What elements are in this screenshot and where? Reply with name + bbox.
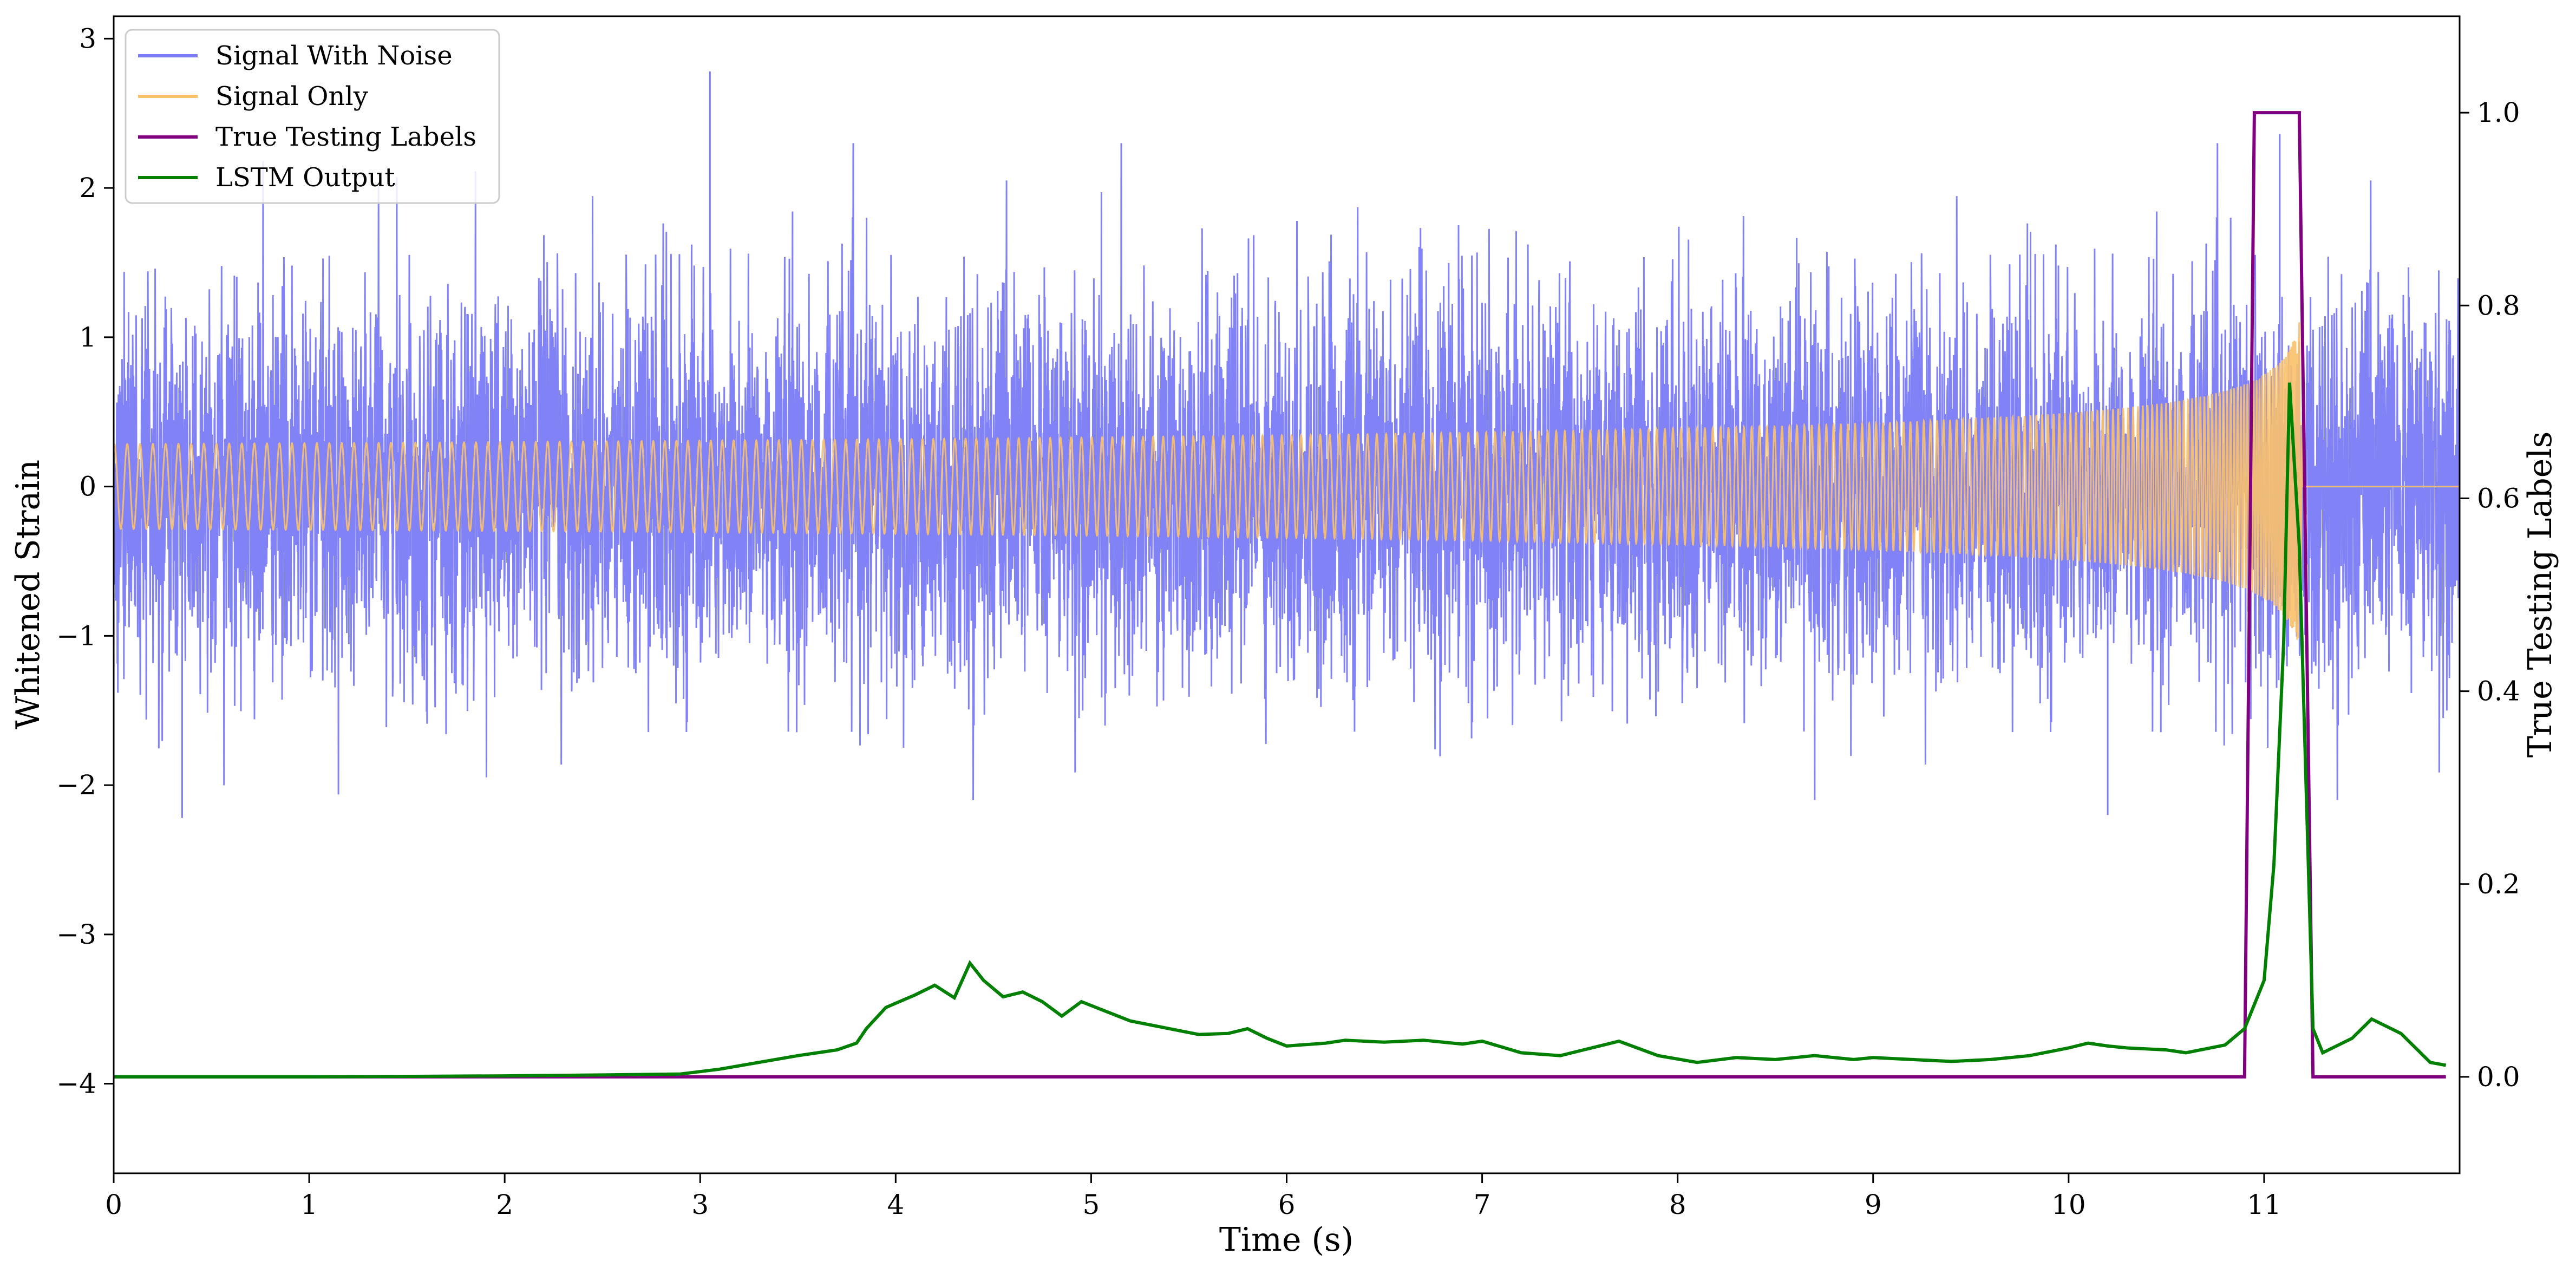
- legend-label: LSTM Output: [215, 162, 395, 193]
- y-right-tick-label: 0.4: [2477, 676, 2520, 707]
- y-left-tick-label: −2: [56, 769, 96, 801]
- y-axis-left: −4 −3 −2 −1 0 1 2 3: [56, 23, 114, 1100]
- y-axis-right-label: True Testing Labels: [2521, 432, 2559, 758]
- plot-series: [114, 71, 2460, 1079]
- legend-label: Signal Only: [215, 81, 368, 112]
- y-left-tick-label: 2: [79, 172, 96, 204]
- series-signal-only: [114, 322, 2460, 640]
- x-tick-label: 9: [1865, 1189, 1882, 1220]
- x-tick-label: 7: [1474, 1189, 1491, 1220]
- x-tick-label: 8: [1669, 1189, 1686, 1220]
- x-tick-label: 5: [1083, 1189, 1100, 1220]
- x-tick-label: 2: [496, 1189, 513, 1220]
- y-left-tick-label: −4: [56, 1068, 96, 1100]
- y-right-tick-label: 0.2: [2477, 868, 2520, 900]
- x-axis-label: Time (s): [1219, 1221, 1354, 1259]
- x-tick-label: 6: [1278, 1189, 1296, 1220]
- x-tick-label: 1: [300, 1189, 318, 1220]
- x-tick-label: 3: [691, 1189, 709, 1220]
- legend-label: Signal With Noise: [215, 41, 453, 71]
- y-right-tick-label: 0.8: [2477, 290, 2520, 321]
- legend-box: [125, 29, 500, 204]
- x-tick-label: 11: [2247, 1189, 2281, 1220]
- y-right-tick-label: 0.0: [2477, 1061, 2520, 1093]
- y-left-tick-label: −3: [56, 919, 96, 950]
- y-left-tick-label: −1: [56, 620, 96, 651]
- legend: Signal With Noise Signal Only True Testing…: [125, 29, 500, 204]
- y-axis-left-label: Whitened Strain: [9, 460, 47, 729]
- x-tick-label: 4: [887, 1189, 904, 1220]
- y-axis-right: 0.0 0.2 0.4 0.6 0.8 1.0: [2460, 97, 2520, 1093]
- legend-label: True Testing Labels: [215, 122, 476, 152]
- series-lstm-output: [114, 382, 2447, 1079]
- y-left-tick-label: 0: [79, 471, 96, 502]
- y-left-tick-label: 3: [79, 23, 96, 54]
- series-true-testing-labels: [114, 111, 2446, 1079]
- x-tick-label: 0: [105, 1189, 122, 1220]
- y-right-tick-label: 1.0: [2477, 97, 2520, 128]
- x-tick-label: 10: [2051, 1189, 2086, 1220]
- y-left-tick-label: 1: [79, 322, 96, 353]
- x-axis: 0 1 2 3 4 5 6 7 8 9 10 11: [105, 1173, 2281, 1220]
- y-right-tick-label: 0.6: [2477, 482, 2520, 514]
